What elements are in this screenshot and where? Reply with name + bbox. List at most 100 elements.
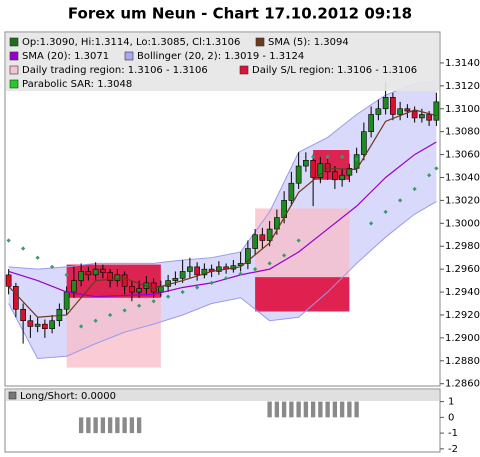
y-tick-label: 1.3080 <box>445 127 480 138</box>
y-tick-label: 1.2960 <box>445 264 480 275</box>
candle-body <box>346 168 353 176</box>
legend-swatch <box>124 51 134 61</box>
candle-body <box>303 160 309 167</box>
candle-body <box>295 165 302 184</box>
candle-body <box>397 108 403 115</box>
long-short-bar <box>303 401 309 418</box>
candle-body <box>100 268 106 273</box>
long-short-bar <box>100 417 106 434</box>
candle-body <box>129 286 135 293</box>
legend-swatch <box>9 37 19 47</box>
candle-body <box>361 131 367 155</box>
lower-swatch <box>8 391 17 400</box>
candle-body <box>433 101 440 121</box>
candle-body <box>375 108 382 115</box>
candle-body <box>187 266 193 272</box>
candle-body <box>92 268 99 276</box>
y-tick-label: 0 <box>448 412 454 423</box>
legend-swatch <box>9 51 19 61</box>
sar-dot <box>434 166 439 171</box>
chart-title: Forex um Neun - Chart 17.10.2012 09:18 <box>68 5 412 23</box>
long-short-bar <box>325 401 330 418</box>
long-short-bar <box>347 401 352 418</box>
legend-label: Bollinger (20, 2): 1.3019 - 1.3124 <box>137 51 304 62</box>
sar-dot <box>296 238 301 243</box>
long-short-bar <box>122 417 127 434</box>
legend-swatch <box>239 65 249 75</box>
y-tick-label: 1.2900 <box>445 333 480 344</box>
long-short-bar <box>115 417 120 434</box>
long-short-bar <box>354 401 359 418</box>
sl-region <box>255 277 350 312</box>
candle-body <box>85 271 92 276</box>
candle-body <box>368 114 374 132</box>
sar-dot <box>340 154 345 159</box>
candle-body <box>259 234 266 241</box>
candle-body <box>194 266 200 276</box>
sar-dot <box>180 289 185 295</box>
legend-label: Op:1.3090, Hi:1.3114, Lo:1.3085, Cl:1.31… <box>22 37 240 48</box>
sar-dot <box>209 280 214 286</box>
candle-body <box>5 274 12 287</box>
candle-body <box>411 110 418 119</box>
candle-body <box>339 174 345 181</box>
long-short-bar <box>129 417 135 434</box>
legend-label: Daily S/L region: 1.3106 - 1.3106 <box>252 65 417 76</box>
sar-dot <box>6 238 11 243</box>
sar-dot <box>354 157 359 162</box>
candle-body <box>245 248 251 264</box>
legend-label: SMA (5): 1.3094 <box>268 37 349 48</box>
candle-body <box>332 171 338 181</box>
sar-dot <box>195 285 200 290</box>
candle-body <box>63 291 70 310</box>
long-short-bar <box>86 417 91 434</box>
candle-body <box>49 320 55 330</box>
candle-body <box>71 280 77 293</box>
long-short-bar <box>274 401 280 418</box>
sar-dot <box>427 173 432 178</box>
candle-body <box>121 274 128 287</box>
legend-swatch <box>9 79 19 89</box>
sar-dot <box>253 267 258 272</box>
candle-body <box>179 271 186 279</box>
sar-dot <box>282 253 287 258</box>
candle-body <box>426 114 432 121</box>
legend-swatch <box>9 65 19 75</box>
y-tick-label: 1.2920 <box>445 310 480 321</box>
candle-body <box>216 266 222 272</box>
y-tick-label: 1.3100 <box>445 104 480 115</box>
candle-body <box>419 114 425 119</box>
candle-body <box>42 323 48 330</box>
y-tick-label: -1 <box>448 428 458 439</box>
sar-dot <box>137 303 142 308</box>
y-tick-label: 1.3140 <box>445 58 480 69</box>
y-tick-label: 1.2860 <box>445 379 480 390</box>
lower-title: Long/Short: 0.0000 <box>20 391 116 402</box>
y-tick-label: 1.3020 <box>445 195 480 206</box>
long-short-bar <box>281 401 287 418</box>
long-short-bar <box>267 401 272 418</box>
y-tick-label: 1.3120 <box>445 81 480 92</box>
sar-dot <box>267 261 272 266</box>
candle-body <box>404 108 411 112</box>
bollinger-lower <box>8 201 437 360</box>
sar-dot <box>151 299 156 304</box>
long-short-bar <box>318 401 323 418</box>
long-short-bar <box>296 401 301 418</box>
long-short-bar <box>332 401 338 418</box>
legend-label: Parabolic SAR: 1.3048 <box>22 79 132 90</box>
sar-dot <box>166 294 171 299</box>
sar-dot <box>224 276 229 281</box>
candle-body <box>252 234 258 249</box>
long-short-bar <box>289 401 294 418</box>
sar-dot <box>325 154 330 159</box>
y-tick-label: 1.3060 <box>445 150 480 161</box>
long-short-bar <box>93 417 98 434</box>
candle-body <box>27 320 34 327</box>
candle-body <box>107 272 113 281</box>
long-short-bar <box>78 417 84 434</box>
y-tick-label: 1.2880 <box>445 356 480 367</box>
lower-header <box>6 390 439 401</box>
sma5-line <box>8 109 437 318</box>
